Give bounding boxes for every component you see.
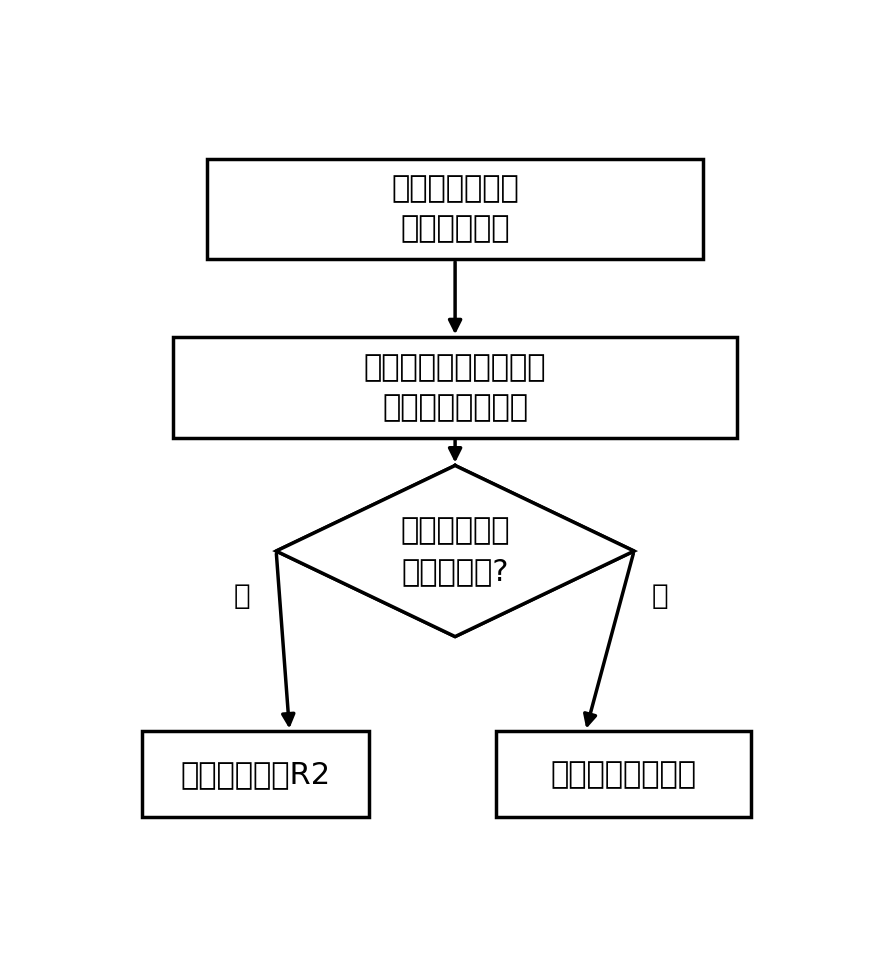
Text: 端口在事件到达
时间接收事件: 端口在事件到达 时间接收事件	[392, 174, 519, 243]
Text: 否: 否	[234, 582, 250, 611]
Bar	[496, 731, 751, 817]
Text: 目的地是否仅
为本地核心?: 目的地是否仅 为本地核心?	[400, 516, 510, 585]
Text: 是: 是	[652, 582, 668, 611]
Bar	[173, 337, 737, 438]
Text: 将事件传送回核心: 将事件传送回核心	[551, 759, 697, 788]
Text: 使用路由器存储器资源
确定扇出和目的地: 使用路由器存储器资源 确定扇出和目的地	[364, 353, 546, 422]
Polygon shape	[276, 466, 634, 637]
Bar	[208, 158, 703, 259]
Bar	[142, 731, 369, 817]
Text: 将事件传送给R2: 将事件传送给R2	[180, 759, 330, 788]
